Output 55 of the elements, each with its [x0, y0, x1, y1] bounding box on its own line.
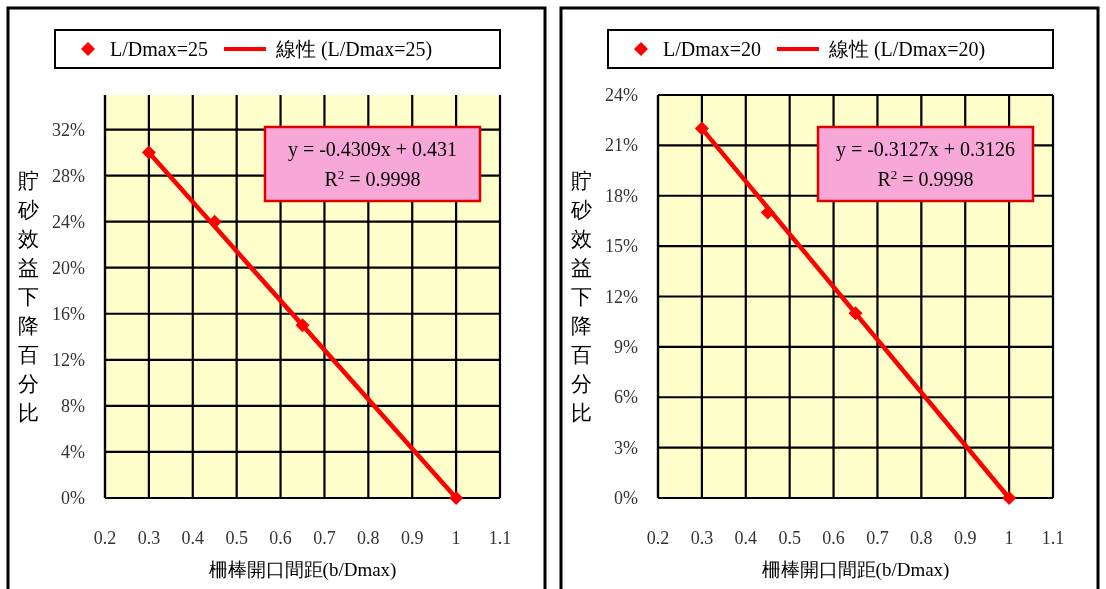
y-tick-label: 21% — [605, 135, 638, 156]
x-tick-label: 0.7 — [313, 528, 336, 548]
annotation: y = -0.3127x + 0.3126 R$^{2}$ = 0.9998 — [835, 138, 1016, 190]
y-tick-label: 0% — [61, 488, 85, 508]
x-tick-label: 1 — [451, 528, 461, 548]
x-tick-label: 1.1 — [488, 528, 512, 548]
x-tick-label: 0.9 — [953, 528, 977, 548]
x-tick-label: 0.5 — [225, 528, 248, 548]
x-tick-label: 1 — [1004, 528, 1014, 548]
x-tick-label: 0.6 — [822, 528, 845, 548]
point — [449, 491, 464, 505]
x-tick-label: 0.8 — [357, 528, 380, 548]
x-axis-title: 柵棒開口間距(b/Dmax) — [208, 559, 397, 581]
x-tick-label: 0.3 — [690, 528, 714, 548]
y-tick-label: 28% — [52, 165, 85, 186]
y-tick-label: 3% — [614, 437, 638, 458]
y-tick-label: 0% — [614, 488, 638, 508]
y-tick-label: 6% — [614, 387, 638, 408]
x-axis-title: 柵棒開口間距(b/Dmax) — [761, 559, 950, 581]
point — [141, 145, 156, 160]
point — [848, 306, 863, 321]
x-tick-label: 0.2 — [646, 528, 670, 548]
y-tick-label: 32% — [52, 119, 85, 140]
text: 貯砂效益下降百分比 — [570, 168, 592, 425]
x-tick-label: 0.4 — [181, 528, 205, 548]
legend-label: 線性 (L/Dmax=25) — [274, 38, 433, 61]
x-tick-label: 0.8 — [910, 528, 933, 548]
x-tick-label: 1.1 — [1041, 528, 1065, 548]
y-tick-label: 24% — [605, 85, 638, 105]
point — [694, 121, 709, 136]
y-tick-label: 4% — [61, 441, 85, 462]
legend-label: L/Dmax=20 — [663, 38, 761, 60]
y-tick-label: 20% — [52, 257, 85, 278]
x-tick-label: 0.9 — [400, 528, 424, 548]
x-tick-label: 0.2 — [93, 528, 117, 548]
y-tick-label: 24% — [52, 211, 85, 232]
legend-label: 線性 (L/Dmax=20) — [827, 38, 986, 61]
x-tick-label: 0.7 — [866, 528, 889, 548]
y-tick-label: 18% — [605, 185, 638, 206]
y-tick-label: 12% — [52, 349, 85, 370]
point — [295, 318, 310, 333]
y-tick-label: 12% — [605, 286, 638, 307]
x-tick-label: 0.6 — [269, 528, 292, 548]
x-tick-label: 0.3 — [137, 528, 161, 548]
y-tick-label: 8% — [61, 395, 85, 416]
y-tick-label: 16% — [52, 303, 85, 324]
point — [207, 214, 222, 229]
legend-label: L/Dmax=25 — [110, 38, 208, 60]
point — [1002, 491, 1017, 505]
x-tick-label: 0.4 — [734, 528, 758, 548]
text: 貯砂效益下降百分比 — [17, 168, 39, 425]
annotation: y = -0.4309x + 0.431 R$^{2}$ = 0.9998 — [287, 138, 458, 190]
x-tick-label: 0.5 — [778, 528, 801, 548]
y-tick-label: 9% — [614, 336, 638, 357]
y-tick-label: 15% — [605, 236, 638, 257]
